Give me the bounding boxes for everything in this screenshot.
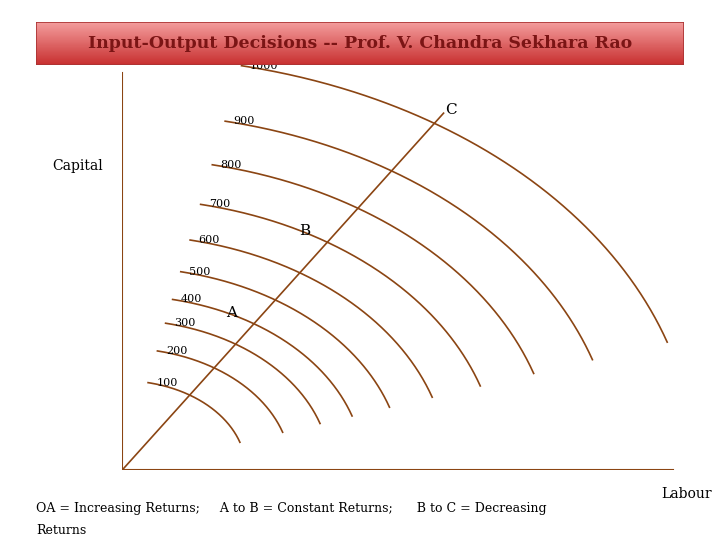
Bar	[36, 31, 684, 32]
Bar	[36, 42, 684, 43]
Bar	[36, 35, 684, 36]
Text: 700: 700	[209, 199, 230, 210]
Text: 1000: 1000	[250, 60, 279, 71]
Bar	[36, 27, 684, 28]
Text: 200: 200	[166, 346, 187, 356]
Text: B: B	[300, 224, 310, 238]
Bar	[36, 64, 684, 65]
Bar	[36, 57, 684, 58]
Bar	[36, 34, 684, 35]
Bar	[36, 36, 684, 37]
Text: 900: 900	[233, 116, 255, 126]
Bar	[36, 25, 684, 26]
Text: Capital: Capital	[52, 159, 103, 173]
Text: Input-Output Decisions -- Prof. V. Chandra Sekhara Rao: Input-Output Decisions -- Prof. V. Chand…	[88, 35, 632, 52]
Bar	[36, 49, 684, 50]
Text: 500: 500	[189, 267, 210, 276]
Bar	[36, 62, 684, 63]
Bar	[36, 33, 684, 34]
Bar	[36, 45, 684, 46]
Bar	[36, 52, 684, 53]
Text: 300: 300	[174, 318, 195, 328]
Text: 100: 100	[156, 377, 178, 388]
Bar	[36, 29, 684, 30]
Bar	[36, 58, 684, 59]
Bar	[36, 54, 684, 55]
Text: Returns: Returns	[36, 524, 86, 537]
Bar	[36, 59, 684, 60]
Text: A: A	[226, 306, 237, 320]
Bar	[36, 39, 684, 40]
Bar	[36, 56, 684, 57]
Bar	[36, 28, 684, 29]
Text: 600: 600	[199, 235, 220, 245]
Bar	[36, 61, 684, 62]
Bar	[36, 37, 684, 38]
Text: OA = Increasing Returns;     A to B = Constant Returns;      B to C = Decreasing: OA = Increasing Returns; A to B = Consta…	[36, 502, 546, 515]
Bar	[36, 24, 684, 25]
Bar	[36, 30, 684, 31]
Bar	[36, 44, 684, 45]
Bar	[36, 50, 684, 51]
Bar	[36, 47, 684, 48]
Bar	[36, 38, 684, 39]
Bar	[36, 63, 684, 64]
Bar	[36, 46, 684, 47]
Bar	[36, 43, 684, 44]
Bar	[36, 41, 684, 42]
Bar	[36, 53, 684, 54]
Bar	[36, 55, 684, 56]
Text: C: C	[446, 103, 457, 117]
Bar	[36, 40, 684, 41]
Text: Labour: Labour	[662, 487, 712, 501]
Bar	[36, 60, 684, 61]
Text: 800: 800	[221, 160, 242, 170]
Bar	[36, 32, 684, 33]
Text: 400: 400	[181, 294, 202, 305]
Bar	[36, 51, 684, 52]
Bar	[36, 48, 684, 49]
